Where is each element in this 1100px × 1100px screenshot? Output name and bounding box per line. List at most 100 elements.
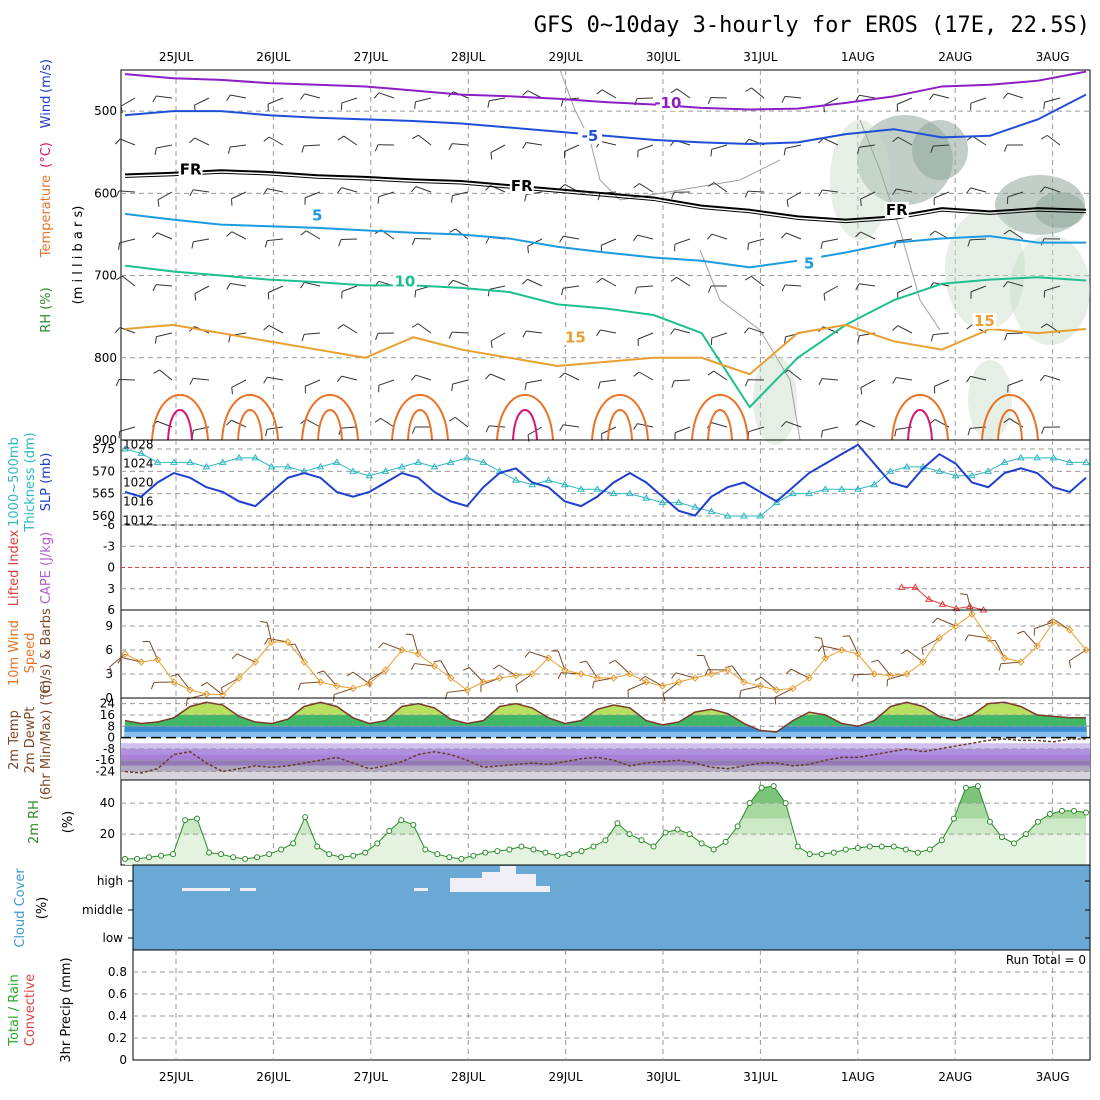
cloud-level-high: high (97, 874, 123, 888)
rh2m-marker (758, 784, 765, 791)
wind-barb (417, 323, 432, 334)
wind10m-marker (756, 682, 764, 690)
wind10m-barb-flag (410, 663, 416, 670)
rh2m-marker (518, 843, 525, 850)
rh2m-marker (170, 851, 177, 858)
wind-barb (897, 136, 913, 146)
wind-barb (341, 375, 358, 381)
upper-air-ytick-700: 700 (94, 269, 117, 283)
temperature-contour-loop (151, 394, 209, 441)
wind10m-barb-flag (221, 687, 223, 695)
wind10m-barb (662, 681, 680, 695)
wind10m-barb (877, 659, 891, 676)
contour-label: FR (180, 161, 202, 179)
date-bottom-2AUG: 2AUG (938, 1070, 972, 1084)
wind-barb (231, 419, 247, 428)
wind-barb (600, 379, 617, 383)
wind-barb (896, 188, 913, 193)
wind-barb-flag (707, 370, 715, 376)
rh2m-marker (254, 854, 261, 861)
wind-barb-flag (633, 371, 640, 377)
wind-barb-flag (857, 147, 860, 155)
thickness-marker (935, 467, 944, 474)
wind-barb (378, 191, 395, 198)
upper-air-panel: 500 600 700 800 900 -10 -5 FR FR FR 5 5 10 15 15 RH (%)… (39, 59, 1091, 447)
wind-barb (933, 191, 950, 199)
date-axis-bottom: 25JUL 26JUL 27JUL 28JUL 29JUL 30JUL 31JUL 1AUG 2… (159, 1070, 1070, 1084)
rh2m-marker (134, 855, 141, 862)
rh2m-marker (302, 814, 309, 821)
wind10m-marker (691, 674, 699, 682)
wind-barb-flag (191, 241, 194, 249)
wind-barb (674, 328, 691, 334)
wind-barb (451, 331, 469, 334)
contour-label-bg (884, 201, 909, 218)
wind-barb (970, 187, 987, 193)
slp-ylabel: SLP (mb) (39, 453, 54, 512)
rh2m-marker (410, 821, 417, 828)
wind-barb-flag (377, 196, 380, 204)
wind10m-barb-flag (725, 665, 733, 669)
lifted-ytick-3: 3 (107, 582, 115, 596)
wind-barb-flag (300, 93, 305, 100)
date-top-30JUL: 30JUL (646, 50, 681, 64)
wind-barb (748, 238, 765, 244)
wind10m-barb-flag (921, 647, 924, 655)
wind-barb (230, 144, 247, 148)
wind10m-marker (202, 690, 211, 698)
wind-barb (822, 189, 839, 193)
wind10m-barb-flag (579, 660, 587, 664)
date-top-26JUL: 26JUL (256, 50, 291, 64)
rh2m-marker (1070, 807, 1077, 814)
wind10m-marker (447, 674, 455, 682)
wind10m-marker (284, 638, 292, 646)
wind-barb (454, 416, 469, 428)
rh2m-marker (794, 843, 801, 850)
wind-barb-flag (485, 425, 490, 433)
contour-label: 10 (394, 272, 415, 290)
wind-barb-flag (818, 189, 823, 197)
thickness-marker (430, 462, 439, 470)
cloud-cover-panel: high middle low Cloud Cover (%) (13, 864, 1091, 951)
date-top-27JUL: 27JUL (354, 50, 389, 64)
wind-barb-flag (116, 275, 123, 281)
thickness-marker (691, 503, 699, 510)
wind-barb (489, 425, 506, 428)
wind10m-marker (1082, 646, 1090, 654)
wind-barb (713, 370, 728, 381)
wind-barb (1007, 379, 1024, 386)
wind-barb (193, 189, 210, 193)
wind-barb-flag (414, 101, 416, 109)
cape-ylabel: CAPE (J/kg) (39, 532, 54, 604)
wind-barb-flag (1003, 144, 1008, 152)
wind10m-marker (984, 634, 992, 642)
rh2m-marker (650, 843, 657, 850)
wind10m-marker (1000, 654, 1009, 662)
wind10m-barb (414, 663, 435, 667)
wind10m-barb-flag (405, 633, 413, 636)
wind10m-marker (267, 638, 276, 646)
thickness-marker (349, 467, 357, 474)
contour-label: 5 (312, 207, 322, 225)
wind10m-barb (206, 682, 224, 696)
rh2m-marker (470, 852, 477, 859)
temperature-contour-loop (981, 394, 1039, 441)
cloud-gap (182, 888, 230, 891)
wind-barb (122, 275, 136, 287)
thickness-marker (1033, 453, 1042, 461)
slp-ytick-1020: 1020 (123, 476, 154, 490)
wind10m-marker (903, 670, 911, 678)
wind-barb-flag (189, 137, 195, 144)
wind-barb (711, 422, 728, 428)
thickness-marker (446, 458, 455, 465)
wind-barb-flag (707, 182, 715, 187)
wind-barb-flag (559, 184, 566, 190)
wind-barb-flag (152, 95, 157, 103)
wind-barb-flag (1002, 281, 1009, 288)
wind-barb (637, 144, 654, 151)
wind-barb-flag (449, 228, 456, 233)
wind-barb-flag (633, 234, 638, 242)
rh2m-marker (998, 834, 1005, 841)
wind10m-marker (300, 658, 308, 666)
